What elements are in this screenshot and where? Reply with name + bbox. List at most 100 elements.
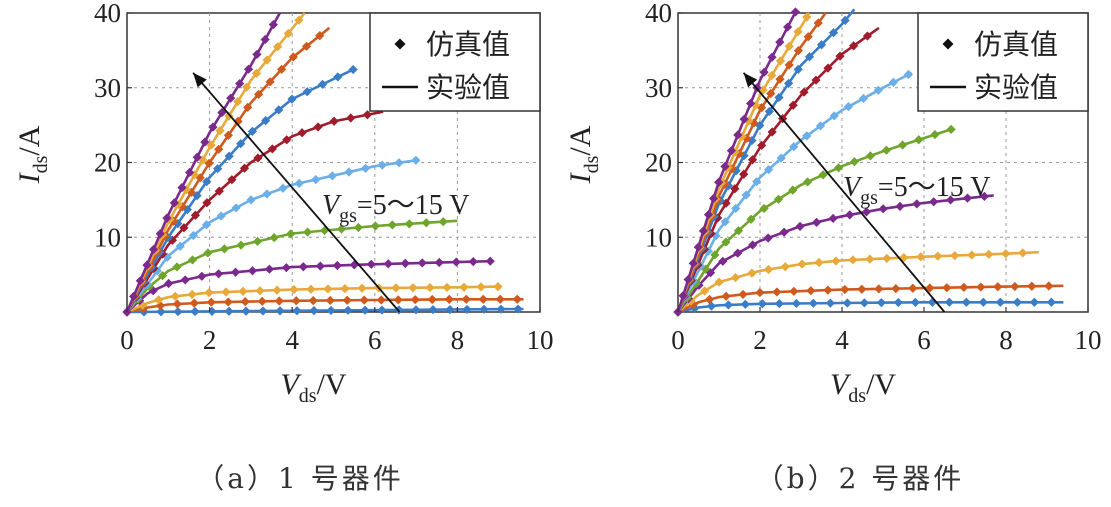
series-marker bbox=[774, 92, 784, 103]
series-marker bbox=[942, 283, 952, 293]
x-tick-label: 4 bbox=[835, 325, 849, 355]
series-marker bbox=[400, 258, 410, 268]
series-marker bbox=[157, 271, 168, 281]
series-marker bbox=[791, 298, 801, 309]
series-marker bbox=[704, 294, 715, 305]
x-tick-label: 10 bbox=[527, 325, 554, 355]
series-marker bbox=[148, 244, 159, 255]
series-marker bbox=[425, 282, 435, 293]
series-marker bbox=[828, 28, 839, 38]
series-marker bbox=[862, 31, 873, 41]
series-marker bbox=[818, 170, 828, 180]
series-marker bbox=[784, 41, 794, 51]
series-marker bbox=[445, 304, 455, 315]
series-marker bbox=[929, 197, 939, 207]
series-marker bbox=[741, 133, 752, 143]
series-marker bbox=[978, 297, 988, 307]
series-marker bbox=[512, 294, 522, 304]
series-marker bbox=[946, 195, 956, 205]
series-marker bbox=[808, 298, 818, 308]
series-marker bbox=[698, 226, 709, 236]
series-marker bbox=[1027, 281, 1037, 291]
series-marker bbox=[737, 131, 747, 142]
x-tick-label: 0 bbox=[120, 325, 134, 355]
series-marker bbox=[236, 139, 246, 149]
series-marker bbox=[255, 286, 265, 296]
series-marker bbox=[294, 178, 304, 188]
series-marker bbox=[789, 286, 799, 296]
series-marker bbox=[825, 298, 835, 308]
series-marker bbox=[189, 298, 199, 308]
series-marker bbox=[775, 37, 785, 47]
series-marker bbox=[749, 118, 759, 128]
series-marker bbox=[417, 258, 427, 268]
vgs-annotation: Vgs=5～15 V bbox=[322, 190, 469, 227]
series-marker bbox=[162, 213, 172, 223]
series-marker bbox=[217, 108, 227, 118]
series-marker bbox=[282, 135, 292, 145]
series-marker bbox=[216, 211, 226, 221]
series-marker bbox=[154, 295, 164, 305]
series-marker bbox=[916, 252, 926, 262]
series-marker bbox=[162, 252, 172, 262]
series-marker bbox=[859, 298, 869, 308]
series-marker bbox=[275, 306, 285, 316]
series-marker bbox=[730, 184, 740, 194]
chart-panel-b: 0 2 4 6 8 10 10 20 30 40 Vds/V Ids/A Vgs=5～15 V 仿真值实验… bbox=[564, 0, 1102, 495]
series-marker bbox=[376, 295, 386, 305]
series-marker bbox=[235, 79, 245, 89]
series-marker bbox=[283, 28, 293, 39]
series-marker bbox=[274, 105, 284, 115]
series-marker bbox=[718, 256, 728, 266]
series-marker bbox=[348, 64, 358, 75]
series-marker bbox=[257, 296, 267, 306]
series-marker bbox=[959, 282, 969, 292]
series-marker bbox=[274, 296, 284, 306]
series-marker bbox=[360, 163, 371, 173]
x-tick-label: 8 bbox=[451, 325, 465, 355]
series-marker bbox=[914, 135, 924, 145]
series-marker bbox=[252, 236, 263, 246]
series-marker bbox=[865, 254, 875, 264]
series-marker bbox=[243, 102, 253, 112]
series-marker bbox=[723, 300, 733, 310]
series-marker bbox=[710, 250, 720, 260]
y-tick-label: 30 bbox=[645, 73, 672, 103]
series-marker bbox=[177, 183, 187, 193]
series-marker bbox=[881, 145, 891, 155]
series-marker bbox=[993, 282, 1003, 292]
panel-caption: （a）1 号器件 bbox=[196, 462, 403, 495]
series-marker bbox=[848, 41, 859, 51]
series-marker bbox=[394, 158, 404, 168]
series-marker bbox=[925, 283, 935, 293]
series-marker bbox=[286, 229, 296, 239]
series-marker bbox=[815, 121, 826, 131]
series-marker bbox=[748, 240, 758, 250]
series-marker bbox=[899, 253, 909, 263]
series-marker bbox=[421, 218, 431, 228]
x-tick-label: 2 bbox=[203, 325, 217, 355]
series-marker bbox=[1010, 281, 1020, 292]
series-marker bbox=[757, 299, 767, 309]
series-marker bbox=[294, 15, 304, 25]
series-marker bbox=[767, 127, 777, 137]
series-marker bbox=[411, 305, 421, 315]
series-marker bbox=[720, 161, 730, 172]
series-marker bbox=[961, 297, 971, 307]
series-marker bbox=[313, 122, 323, 132]
series-marker bbox=[811, 75, 821, 85]
series-marker bbox=[278, 183, 288, 193]
series-marker bbox=[693, 242, 703, 252]
series-marker bbox=[759, 203, 769, 214]
series-marker bbox=[277, 64, 287, 74]
series-marker bbox=[823, 285, 833, 295]
series-marker bbox=[377, 160, 387, 170]
series-marker bbox=[845, 210, 855, 220]
series-marker bbox=[230, 267, 241, 277]
series-marker bbox=[763, 233, 773, 243]
series-marker bbox=[783, 78, 794, 89]
legend-label-experimental: 实验值 bbox=[426, 71, 510, 104]
series-marker bbox=[129, 291, 139, 301]
series-marker bbox=[438, 217, 448, 227]
